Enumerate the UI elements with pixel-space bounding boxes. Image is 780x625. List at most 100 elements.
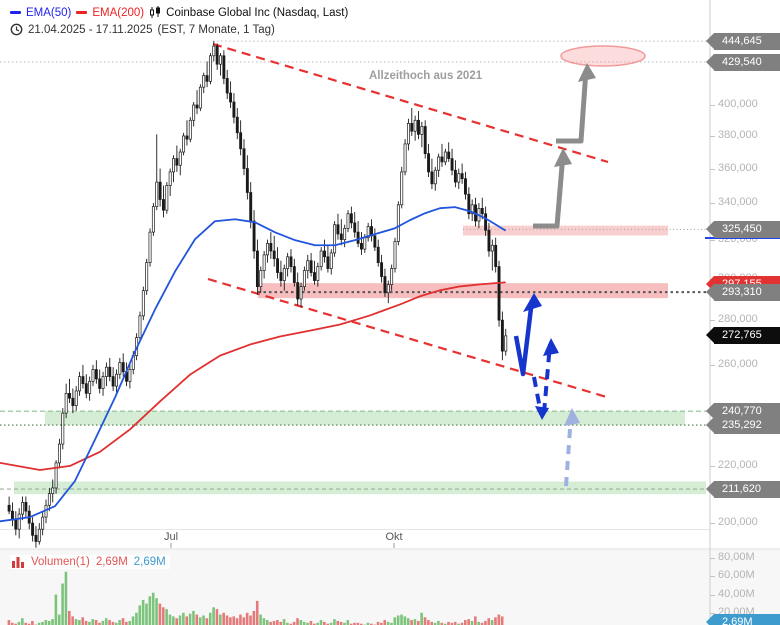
volume-value-tag[interactable]: 2,69M bbox=[706, 614, 780, 625]
volume-bar bbox=[453, 621, 457, 625]
price-tick bbox=[710, 364, 715, 366]
volume-bar bbox=[148, 596, 152, 625]
candle-body bbox=[302, 270, 306, 287]
candle-body bbox=[373, 235, 377, 248]
candle-body bbox=[101, 376, 105, 389]
price-tag[interactable]: 240,770 bbox=[706, 402, 780, 420]
volume-bar bbox=[370, 623, 373, 625]
candle-body bbox=[430, 171, 434, 185]
price-tag[interactable]: 293,310 bbox=[706, 283, 780, 301]
volume-bar bbox=[400, 614, 403, 625]
candle-body bbox=[37, 528, 41, 542]
ath-annotation: Allzeithoch aus 2021 bbox=[369, 70, 483, 82]
volume-bar bbox=[118, 620, 121, 625]
candle-body bbox=[255, 250, 259, 287]
candle-body bbox=[111, 376, 115, 387]
volume-bar bbox=[185, 616, 189, 625]
volume-bar bbox=[329, 622, 333, 625]
ema200-label[interactable]: EMA(200) bbox=[92, 6, 145, 19]
volume-bar bbox=[312, 623, 316, 625]
candle-body bbox=[242, 148, 246, 169]
volume-bar bbox=[474, 616, 477, 625]
price-tag[interactable]: 235,292 bbox=[706, 416, 780, 434]
volume-bar bbox=[276, 620, 279, 625]
volume-bar bbox=[490, 620, 494, 625]
volume-label[interactable]: Volumen(1) bbox=[31, 556, 90, 568]
volume-axis-label: 80,00M bbox=[718, 551, 755, 563]
target-arrow-1 bbox=[533, 153, 566, 229]
volume-bar bbox=[41, 621, 44, 625]
volume-bar bbox=[61, 583, 64, 625]
volume-bar bbox=[249, 615, 252, 625]
candle-body bbox=[349, 213, 353, 224]
volume-bar bbox=[366, 622, 370, 625]
candle-body bbox=[78, 376, 82, 392]
price-tag[interactable]: 429,540 bbox=[706, 53, 780, 71]
volume-bar bbox=[54, 594, 58, 625]
candle-body bbox=[31, 522, 35, 536]
candle-body bbox=[366, 226, 370, 239]
candle-body bbox=[215, 45, 219, 65]
price-tag[interactable]: 444,645 bbox=[706, 32, 780, 50]
candle-body bbox=[276, 258, 280, 273]
ema50-label[interactable]: EMA(50) bbox=[26, 6, 72, 19]
price-tag[interactable]: 272,765 bbox=[706, 327, 780, 345]
volume-bar bbox=[175, 618, 178, 625]
candle-body bbox=[235, 116, 239, 134]
candle-body bbox=[453, 169, 457, 183]
volume-bar bbox=[333, 619, 336, 625]
volume-bar bbox=[225, 615, 229, 625]
candle-body bbox=[47, 493, 51, 506]
volume-bar bbox=[437, 620, 440, 625]
price-tick bbox=[710, 320, 715, 322]
candle-body bbox=[7, 504, 11, 512]
rebound-arrow-dashed-head bbox=[543, 338, 559, 356]
candle-body bbox=[118, 362, 122, 375]
volume-bar bbox=[279, 621, 283, 625]
volume-bar bbox=[165, 609, 168, 625]
candle-body bbox=[437, 156, 441, 171]
candle-body bbox=[289, 256, 293, 267]
candle-body bbox=[185, 135, 189, 140]
candle-body bbox=[494, 244, 498, 267]
candle-body bbox=[504, 335, 508, 352]
price-tag[interactable]: 211,620 bbox=[706, 480, 780, 498]
candle-body bbox=[51, 487, 55, 495]
volume-bar bbox=[131, 616, 135, 625]
candle-body bbox=[266, 243, 269, 256]
price-tick bbox=[710, 168, 715, 170]
period-info: (EST, 7 Monate, 1 Tag) bbox=[157, 23, 275, 36]
candle-body bbox=[172, 158, 175, 173]
candle-body bbox=[467, 193, 471, 215]
candle-body bbox=[61, 412, 65, 445]
candle-body bbox=[333, 224, 337, 254]
candle-body bbox=[68, 393, 71, 399]
volume-bar bbox=[282, 619, 286, 625]
deep-rebound-arrow-pale bbox=[564, 414, 573, 487]
volume-bar bbox=[463, 620, 467, 625]
price-tag[interactable]: 325,450 bbox=[706, 220, 780, 238]
candle-body bbox=[64, 393, 68, 414]
volume-axis-label: 60,00M bbox=[718, 569, 755, 582]
volume-bar bbox=[172, 616, 175, 625]
candle-body bbox=[84, 383, 88, 394]
volume-bars-icon bbox=[12, 556, 24, 568]
candle-body bbox=[121, 362, 125, 373]
volume-bar bbox=[433, 622, 437, 625]
volume-bar bbox=[101, 620, 105, 625]
rebound-arrow-dashed bbox=[542, 343, 552, 414]
volume-bar bbox=[168, 614, 172, 625]
volume-bar bbox=[272, 620, 276, 625]
candle-body bbox=[239, 132, 243, 150]
volume-bar bbox=[346, 620, 350, 625]
candle-body bbox=[484, 213, 488, 231]
volume-value-2: 2,69M bbox=[133, 556, 166, 568]
candle-body bbox=[145, 262, 149, 292]
candle-body bbox=[57, 443, 61, 464]
volume-bar bbox=[205, 618, 209, 625]
candle-body bbox=[306, 260, 310, 271]
chart-legend: EMA(50) EMA(200) Coinbase Global Inc (Na… bbox=[10, 6, 348, 19]
candle-body bbox=[74, 390, 78, 406]
candle-body bbox=[326, 256, 330, 269]
